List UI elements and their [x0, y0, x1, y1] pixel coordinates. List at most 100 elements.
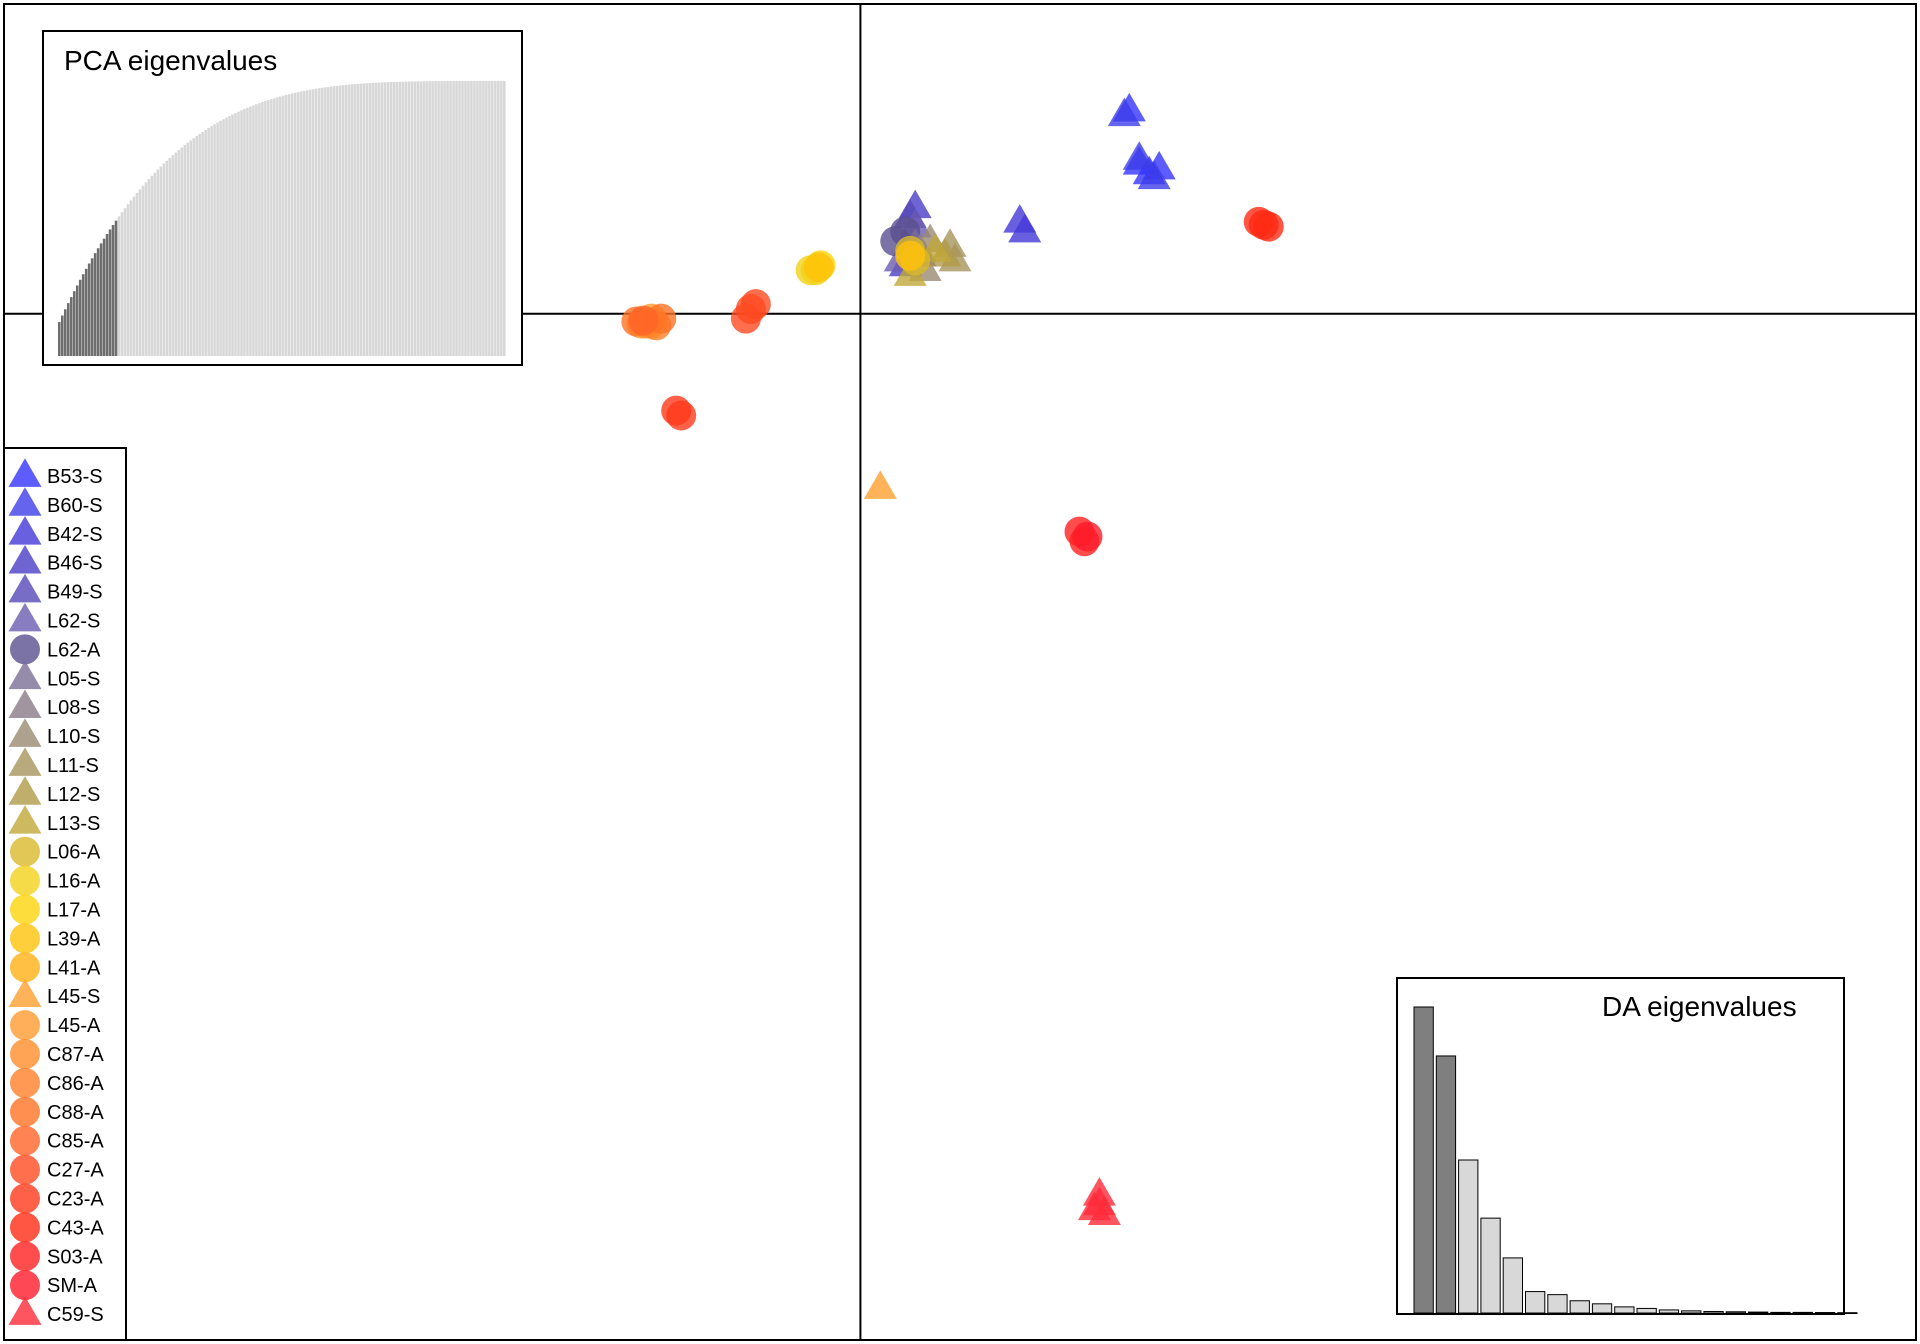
legend-label: L16-A: [47, 871, 101, 893]
pca-bar: [365, 83, 369, 357]
pca-bar: [93, 253, 97, 356]
legend-marker: [8, 516, 42, 545]
pca-bar: [177, 150, 181, 356]
pca-bar: [344, 84, 348, 356]
da-bar: [1814, 1312, 1836, 1314]
da-bar: [1770, 1311, 1791, 1314]
da-inset-title: DA eigenvalues: [1602, 991, 1797, 1022]
pca-bar: [293, 92, 297, 356]
da-bar: [1435, 1055, 1457, 1314]
pca-bar: [213, 124, 216, 357]
pca-bar: [201, 131, 204, 356]
pca-bar: [246, 107, 249, 357]
pca-bar: [99, 243, 103, 356]
pca-bar: [284, 94, 288, 357]
pca-bar: [335, 85, 339, 356]
da-bar: [1658, 1309, 1680, 1314]
pca-bar: [150, 175, 154, 356]
pca-bar: [353, 84, 357, 357]
legend-marker: [10, 894, 40, 925]
pca-bar: [135, 192, 139, 356]
pca-bar: [81, 274, 85, 356]
pca-bar: [216, 122, 219, 356]
pca-bar: [476, 81, 479, 356]
pca-inset-title: PCA eigenvalues: [64, 45, 277, 76]
pca-bar: [389, 82, 393, 356]
pca-bar: [282, 95, 285, 357]
legend-marker: [10, 1154, 40, 1185]
pca-bar: [452, 81, 455, 356]
data-point: [1107, 97, 1141, 127]
legend-marker: [8, 487, 42, 516]
pca-bar: [240, 110, 243, 356]
pca-bar: [350, 84, 354, 356]
pca-bar: [183, 145, 187, 356]
da-bar: [1792, 1311, 1813, 1314]
da-bar: [1837, 1312, 1858, 1314]
pca-bar: [434, 81, 437, 356]
legend-label: C88-A: [47, 1102, 104, 1124]
legend-label: C85-A: [47, 1131, 104, 1153]
pca-bar: [395, 81, 399, 357]
legend-marker: [10, 1241, 40, 1272]
legend-label: L10-S: [47, 726, 100, 748]
pca-bar: [302, 90, 306, 357]
da-bar: [1614, 1306, 1635, 1314]
data-point: [730, 303, 761, 334]
legend-marker: [10, 634, 40, 665]
legend-marker: [8, 660, 42, 690]
pca-bar: [141, 185, 145, 356]
legend-marker: [10, 865, 40, 896]
pca-bar: [425, 81, 428, 356]
pca-bar: [500, 81, 503, 356]
pca-bar: [473, 81, 476, 357]
pca-bar: [87, 263, 91, 356]
pca-bar: [332, 86, 336, 357]
legend-marker: [10, 836, 40, 867]
pca-bar: [255, 104, 258, 356]
legend-marker: [8, 458, 42, 487]
pca-bar: [198, 133, 201, 356]
da-bars: [1413, 1006, 1858, 1314]
legend-label: SM-A: [47, 1275, 98, 1297]
pca-eigenvalues-inset: PCA eigenvalues: [42, 30, 523, 366]
da-bar: [1636, 1307, 1657, 1314]
legend-marker: [8, 602, 42, 632]
legend-marker: [8, 805, 42, 834]
pca-bar: [261, 102, 264, 356]
legend-marker: [8, 689, 42, 719]
pca-bar: [317, 88, 321, 356]
legend-marker: [8, 978, 42, 1008]
legend-marker: [10, 1125, 40, 1156]
pca-bar: [84, 268, 88, 356]
pca-bar: [123, 208, 127, 356]
pca-bar: [174, 152, 178, 356]
pca-bar: [270, 99, 273, 356]
pca-bar: [326, 86, 330, 356]
da-bar: [1413, 1006, 1434, 1314]
da-eigenvalues-inset: DA eigenvalues: [1396, 977, 1858, 1315]
pca-bar: [479, 81, 482, 356]
legend-label: L41-A: [47, 957, 101, 979]
legend-marker: [10, 923, 40, 954]
pca-bar: [210, 126, 213, 356]
pca-bar: [377, 82, 381, 356]
da-bar: [1681, 1310, 1702, 1314]
pca-bar: [168, 157, 172, 356]
legend-label: C59-S: [47, 1304, 104, 1326]
pca-bar: [458, 81, 461, 356]
pca-bar: [356, 83, 360, 356]
legend-marker: [10, 1096, 40, 1127]
pca-bar: [132, 196, 136, 356]
pca-bar: [120, 212, 124, 356]
pca-bar: [189, 140, 192, 356]
pca-bar: [78, 279, 82, 356]
legend-marker: [10, 952, 40, 983]
legend-label: L08-S: [47, 697, 100, 719]
pca-bar: [413, 81, 416, 357]
legend-label: L45-A: [47, 1015, 101, 1037]
pca-bar: [467, 81, 470, 357]
pca-bar: [431, 81, 434, 356]
legend-marker: [8, 718, 42, 747]
pca-bar: [237, 111, 240, 356]
